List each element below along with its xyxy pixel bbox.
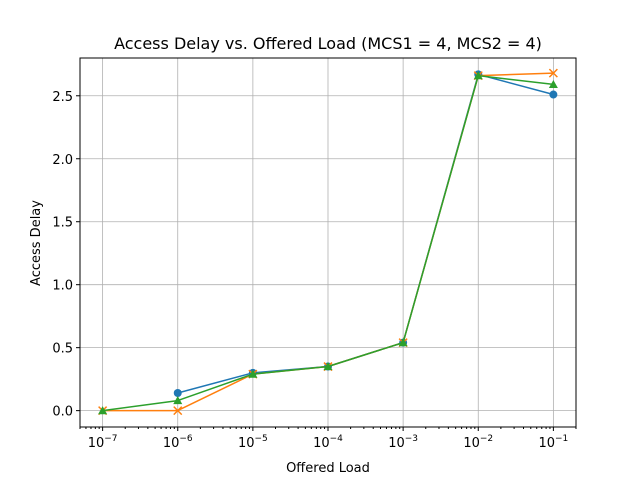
y-tick-label: 2.5 bbox=[52, 90, 73, 105]
axis-ticks: 10−7 10−6 10−5 10−4 10−3 10−2 10−1 0.0 0.5 1.0 1.5… bbox=[52, 90, 577, 451]
y-tick-label: 1.5 bbox=[52, 216, 73, 231]
y-tick-label: 1.0 bbox=[52, 279, 73, 294]
x-tick-label: 10−6 bbox=[163, 434, 193, 451]
chart-title: Access Delay vs. Offered Load (MCS1 = 4,… bbox=[114, 34, 542, 53]
data-point bbox=[173, 406, 183, 416]
x-tick-label: 10−4 bbox=[313, 434, 343, 451]
y-axis-label: Access Delay bbox=[29, 200, 44, 286]
data-point bbox=[398, 338, 408, 347]
x-tick-label: 10−7 bbox=[88, 434, 118, 451]
data-point bbox=[548, 68, 558, 78]
y-tick-label: 2.0 bbox=[52, 153, 73, 168]
data-point bbox=[548, 79, 558, 89]
x-tick-label: 10−1 bbox=[538, 434, 568, 451]
x-tick-label: 10−2 bbox=[463, 434, 493, 451]
x-tick-label: 10−3 bbox=[388, 434, 418, 451]
series-layer bbox=[98, 68, 558, 416]
data-point bbox=[323, 362, 333, 371]
data-point bbox=[549, 90, 558, 99]
data-point bbox=[248, 369, 258, 378]
data-point bbox=[473, 71, 483, 80]
y-tick-label: 0.5 bbox=[52, 342, 73, 357]
series-line bbox=[177, 73, 554, 394]
data-point bbox=[173, 396, 183, 405]
series-3 bbox=[98, 71, 558, 415]
data-point bbox=[98, 406, 108, 415]
x-tick-label: 10−5 bbox=[238, 434, 268, 451]
x-axis-label: Offered Load bbox=[286, 461, 370, 476]
grid bbox=[80, 58, 576, 427]
y-tick-label: 0.0 bbox=[52, 405, 73, 420]
data-point bbox=[173, 388, 182, 397]
